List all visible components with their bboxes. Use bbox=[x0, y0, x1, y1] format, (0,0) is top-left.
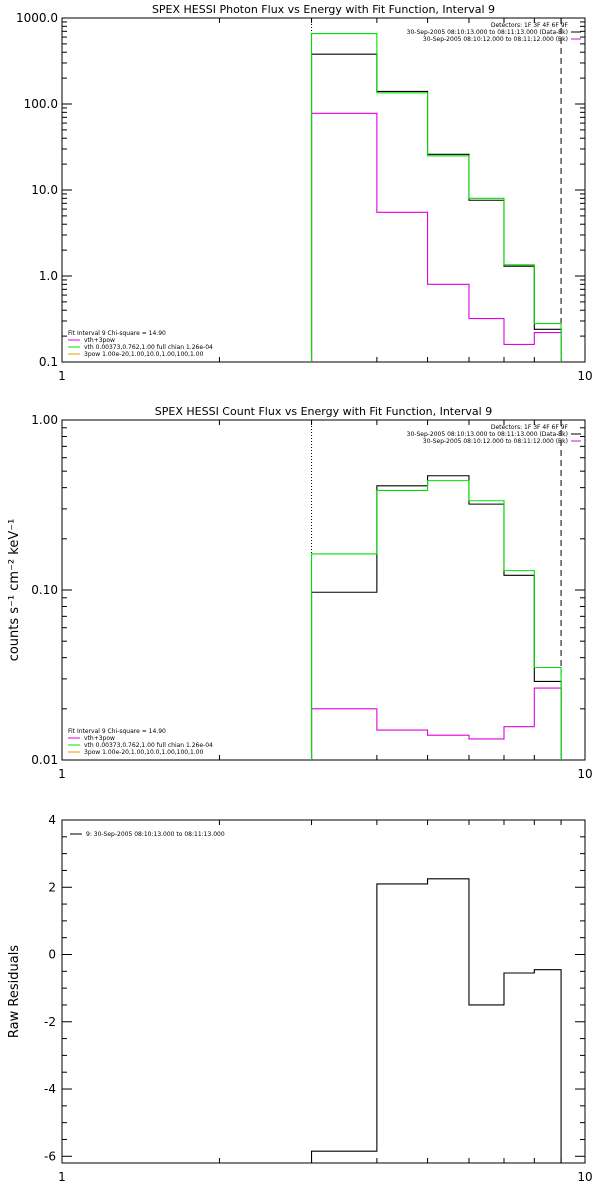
y-axis-label: counts s⁻¹ cm⁻² keV⁻¹ bbox=[7, 519, 22, 662]
plot-frame bbox=[61, 17, 586, 363]
chart-title: SPEX HESSI Photon Flux vs Energy with Fi… bbox=[152, 3, 495, 16]
legend-top-text: 30-Sep-2005 08:10:12.000 to 08:11:12.000… bbox=[423, 438, 568, 445]
x-tick-label: 10 bbox=[577, 1170, 592, 1184]
series-line-1 bbox=[310, 687, 562, 760]
y-tick-label: 100.0 bbox=[24, 97, 58, 111]
legend-bottom-text: vth+3pow bbox=[84, 337, 115, 344]
series-line-0 bbox=[310, 878, 562, 1163]
series-line-0 bbox=[310, 475, 562, 760]
legend-bottom-text: vth 0.00373,0.762,1.00 full chian 1.26e-… bbox=[84, 344, 213, 351]
legend-top-text: 30-Sep-2005 08:10:12.000 to 08:11:12.000… bbox=[423, 36, 568, 43]
y-tick-label: 10.0 bbox=[31, 183, 58, 197]
y-tick-label: -2 bbox=[44, 1015, 56, 1029]
legend-top-text: Detectors: 1F 3F 4F 6F 9F bbox=[491, 424, 569, 431]
chart-title: SPEX HESSI Count Flux vs Energy with Fit… bbox=[155, 405, 492, 418]
legend-bottom-text: vth 0.00373,0.762,1.00 full chian 1.26e-… bbox=[84, 742, 213, 749]
plot-frame bbox=[61, 819, 586, 1164]
panel-1: SPEX HESSI Photon Flux vs Energy with Fi… bbox=[16, 3, 593, 383]
series-line-1 bbox=[310, 112, 562, 362]
y-tick-label: 1000.0 bbox=[16, 11, 58, 25]
y-tick-label: 0.10 bbox=[31, 583, 58, 597]
x-tick-label: 1 bbox=[58, 369, 66, 383]
series-line-2 bbox=[310, 480, 562, 760]
x-tick-label: 1 bbox=[58, 1170, 66, 1184]
legend-bottom-text: Fit Interval 9 Chi-square = 14.90 bbox=[68, 728, 166, 735]
y-tick-label: 1.0 bbox=[39, 269, 58, 283]
panel-3: 1 10 -6 -4 -2 0 2 4 Raw Residuals 9: 30-Sep-2005 … bbox=[7, 813, 593, 1184]
y-tick-label: -4 bbox=[44, 1082, 56, 1096]
legend-bottom-text: Fit Interval 9 Chi-square = 14.90 bbox=[68, 330, 166, 337]
legend-top-text: 30-Sep-2005 08:10:13.000 to 08:11:13.000… bbox=[407, 29, 568, 36]
y-tick-label: -6 bbox=[44, 1149, 56, 1163]
legend-top-text: 30-Sep-2005 08:10:13.000 to 08:11:13.000… bbox=[407, 431, 568, 438]
panel-2: SPEX HESSI Count Flux vs Energy with Fit… bbox=[7, 405, 593, 781]
y-tick-label: 0.01 bbox=[31, 753, 58, 767]
y-axis-label: Raw Residuals bbox=[7, 945, 22, 1038]
x-tick-label: 1 bbox=[58, 767, 66, 781]
y-tick-label: 0.1 bbox=[39, 355, 58, 369]
legend-bottom-text: vth+3pow bbox=[84, 735, 115, 742]
y-tick-label: 4 bbox=[48, 813, 56, 827]
series-line-0 bbox=[310, 53, 562, 362]
legend-bottom-text: 3pow 1.00e-20,1.00,10.0,1.00,100,1.00 bbox=[84, 351, 204, 358]
legend-top-text: Detectors: 1F 3F 4F 6F 9F bbox=[491, 22, 569, 29]
y-tick-label: 0 bbox=[48, 948, 56, 962]
legend-top-text: 9: 30-Sep-2005 08:10:13.000 to 08:11:13.… bbox=[86, 831, 225, 838]
x-tick-label: 10 bbox=[577, 369, 592, 383]
series-line-2 bbox=[310, 32, 562, 362]
y-tick-label: 2 bbox=[48, 880, 56, 894]
x-tick-label: 10 bbox=[577, 767, 592, 781]
y-tick-label: 1.00 bbox=[31, 413, 58, 427]
legend-bottom-text: 3pow 1.00e-20,1.00,10.0,1.00,100,1.00 bbox=[84, 749, 204, 756]
